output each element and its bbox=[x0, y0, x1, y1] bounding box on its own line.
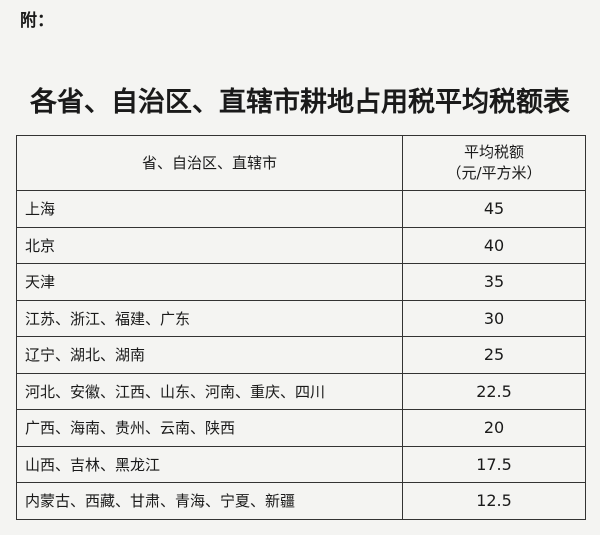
header-region: 省、自治区、直辖市 bbox=[16, 135, 403, 191]
amount-cell: 17.5 bbox=[402, 445, 586, 483]
region-cell: 北京 bbox=[16, 226, 403, 264]
attachment-label: 附： bbox=[20, 11, 54, 31]
region-cell: 江苏、浙江、福建、广东 bbox=[16, 299, 403, 337]
table-row: 上海 45 bbox=[16, 190, 586, 228]
table-row: 江苏、浙江、福建、广东 30 bbox=[16, 299, 586, 337]
header-amount-unit: （元/平方米） bbox=[446, 164, 542, 182]
table-row: 山西、吉林、黑龙江 17.5 bbox=[16, 445, 586, 483]
table-row: 内蒙古、西藏、甘肃、青海、宁夏、新疆 12.5 bbox=[16, 482, 586, 520]
amount-cell: 30 bbox=[402, 299, 586, 337]
region-cell: 广西、海南、贵州、云南、陕西 bbox=[16, 409, 403, 447]
tax-rate-table: 省、自治区、直辖市 平均税额 （元/平方米） 上海 45 北京 40 天津 35 江苏、浙江… bbox=[16, 135, 586, 520]
header-amount-label: 平均税额 bbox=[463, 143, 524, 161]
region-cell: 辽宁、湖北、湖南 bbox=[16, 336, 403, 374]
region-cell: 内蒙古、西藏、甘肃、青海、宁夏、新疆 bbox=[16, 482, 403, 520]
region-cell: 天津 bbox=[16, 263, 403, 301]
amount-cell: 22.5 bbox=[402, 372, 586, 410]
amount-cell: 25 bbox=[402, 336, 586, 374]
table-row: 广西、海南、贵州、云南、陕西 20 bbox=[16, 409, 586, 447]
region-cell: 山西、吉林、黑龙江 bbox=[16, 445, 403, 483]
table-row: 天津 35 bbox=[16, 263, 586, 301]
amount-cell: 20 bbox=[402, 409, 586, 447]
amount-cell: 12.5 bbox=[402, 482, 586, 520]
table-header-row: 省、自治区、直辖市 平均税额 （元/平方米） bbox=[16, 135, 586, 191]
header-amount: 平均税额 （元/平方米） bbox=[402, 135, 586, 191]
region-cell: 上海 bbox=[16, 190, 403, 228]
table-row: 河北、安徽、江西、山东、河南、重庆、四川 22.5 bbox=[16, 372, 586, 410]
table-row: 辽宁、湖北、湖南 25 bbox=[16, 336, 586, 374]
amount-cell: 35 bbox=[402, 263, 586, 301]
document-title: 各省、自治区、直辖市耕地占用税平均税额表 bbox=[30, 87, 570, 118]
region-cell: 河北、安徽、江西、山东、河南、重庆、四川 bbox=[16, 372, 403, 410]
table-row: 北京 40 bbox=[16, 226, 586, 264]
amount-cell: 45 bbox=[402, 190, 586, 228]
amount-cell: 40 bbox=[402, 226, 586, 264]
